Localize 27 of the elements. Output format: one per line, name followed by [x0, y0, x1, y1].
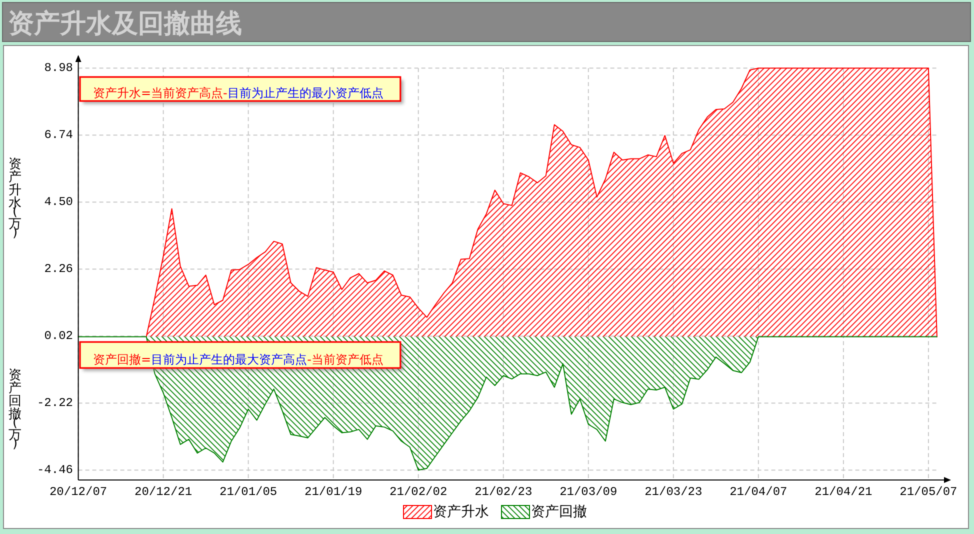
x-tick-label: 21/04/07 [730, 485, 788, 499]
chart-title: 资产升水及回撤曲线 [8, 9, 242, 39]
x-tick-label: 21/04/21 [814, 485, 872, 499]
x-tick-label: 21/01/19 [304, 485, 362, 499]
x-tick-label: 21/02/23 [474, 485, 532, 499]
x-tick-label: 20/12/07 [49, 485, 108, 499]
legend-label: 资产升水 [433, 504, 489, 520]
x-tick-label: 20/12/21 [134, 485, 192, 499]
annotation: 资产回撤= [93, 352, 152, 366]
text: 资产回撤(万) [8, 368, 22, 452]
y-tick-label: 2.26 [44, 262, 73, 276]
x-tick-label: 21/03/23 [644, 485, 702, 499]
annotation: 目前为止产生的最小资产低点 [227, 86, 384, 100]
annotation: -当前资产低点 [307, 352, 384, 366]
y-tick-label: 6.74 [44, 128, 73, 142]
y-tick-label: 4.50 [44, 195, 73, 210]
annotation: 资产升水=当前资产高点- [93, 86, 228, 100]
y-tick-label: 0.02 [44, 329, 73, 344]
x-tick-label: 21/01/05 [220, 485, 278, 499]
x-tick-label: 21/05/07 [900, 485, 958, 499]
annotation: 目前为止产生的最大资产高点 [151, 352, 308, 366]
legend-label: 资产回撤 [531, 504, 587, 520]
y-tick-label: -4.46 [36, 463, 73, 478]
x-tick-label: 21/03/09 [560, 485, 618, 499]
y-tick-label: 8.98 [44, 61, 73, 76]
x-tick-label: 21/02/02 [390, 485, 448, 499]
y-tick-label: -2.22 [36, 396, 73, 410]
